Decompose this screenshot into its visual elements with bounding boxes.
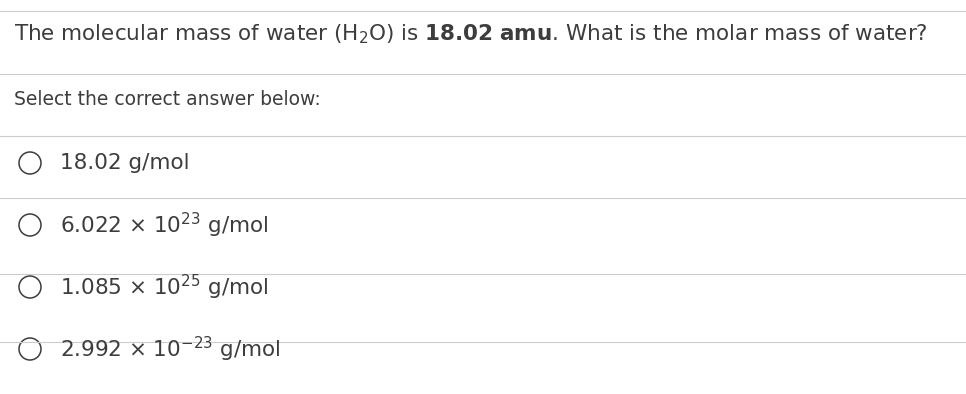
Text: 2.992 $\times$ 10$^{-23}$ g/mol: 2.992 $\times$ 10$^{-23}$ g/mol — [60, 335, 280, 364]
Text: 6.022 $\times$ 10$^{23}$ g/mol: 6.022 $\times$ 10$^{23}$ g/mol — [60, 210, 269, 240]
Text: 18.02 g/mol: 18.02 g/mol — [60, 153, 189, 173]
Text: 1.085 $\times$ 10$^{25}$ g/mol: 1.085 $\times$ 10$^{25}$ g/mol — [60, 272, 269, 301]
Text: The molecular mass of water ($\mathregular{H_2O}$) is $\bf{18.02\ amu}$. What is: The molecular mass of water ($\mathregul… — [14, 22, 927, 46]
Text: Select the correct answer below:: Select the correct answer below: — [14, 90, 321, 109]
